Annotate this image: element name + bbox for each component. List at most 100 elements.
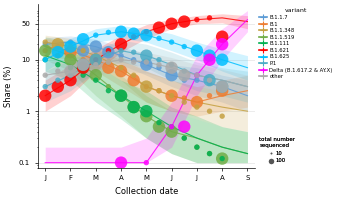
Point — [118, 30, 124, 33]
Point — [181, 96, 187, 100]
Point — [68, 51, 73, 54]
Point — [80, 49, 86, 52]
Point — [169, 74, 175, 77]
Point — [68, 45, 73, 48]
Point — [194, 49, 200, 52]
Point — [207, 79, 212, 82]
Point — [181, 136, 187, 140]
Point — [181, 136, 187, 140]
Point — [131, 106, 136, 109]
Point — [93, 79, 99, 82]
Point — [80, 49, 86, 52]
Point — [219, 89, 225, 92]
Point — [207, 16, 212, 19]
Point — [207, 152, 212, 155]
Point — [105, 31, 111, 34]
Point — [169, 63, 175, 66]
Y-axis label: Share (%): Share (%) — [4, 65, 13, 107]
Point — [169, 125, 175, 128]
Point — [80, 63, 86, 66]
Point — [55, 45, 61, 48]
Point — [181, 70, 187, 73]
Point — [93, 63, 99, 66]
Point — [131, 35, 136, 38]
Point — [80, 58, 86, 61]
Point — [131, 79, 136, 82]
Point — [42, 58, 48, 61]
Point — [143, 110, 149, 113]
Point — [105, 85, 111, 88]
Point — [207, 58, 212, 61]
Point — [156, 66, 162, 69]
Point — [42, 49, 48, 52]
Point — [219, 58, 225, 61]
Point — [156, 63, 162, 66]
Point — [80, 66, 86, 69]
Point — [181, 101, 187, 104]
Point — [131, 32, 136, 35]
Point — [55, 63, 61, 66]
Point — [105, 89, 111, 92]
Point — [219, 43, 225, 46]
Point — [156, 58, 162, 61]
Point — [131, 58, 136, 61]
Point — [105, 66, 111, 69]
Point — [80, 38, 86, 41]
Point — [118, 58, 124, 61]
Point — [118, 161, 124, 164]
Point — [42, 49, 48, 52]
Point — [118, 54, 124, 57]
Point — [169, 130, 175, 133]
Point — [194, 146, 200, 149]
Point — [207, 82, 212, 85]
Point — [219, 85, 225, 88]
Point — [143, 161, 149, 164]
Point — [55, 43, 61, 46]
Point — [156, 89, 162, 92]
Point — [156, 125, 162, 128]
Point — [105, 52, 111, 55]
Point — [169, 66, 175, 69]
Point — [118, 49, 124, 52]
Point — [68, 40, 73, 44]
Point — [181, 20, 187, 23]
Point — [68, 70, 73, 73]
Point — [105, 49, 111, 52]
Point — [219, 35, 225, 38]
Point — [219, 157, 225, 160]
Point — [194, 74, 200, 77]
Point — [156, 37, 162, 40]
Point — [169, 40, 175, 44]
Point — [131, 51, 136, 54]
Point — [219, 85, 225, 88]
Point — [169, 22, 175, 25]
Point — [80, 63, 86, 66]
Point — [219, 85, 225, 88]
Point — [55, 54, 61, 57]
Point — [143, 30, 149, 33]
Point — [55, 51, 61, 54]
Point — [194, 106, 200, 109]
Point — [105, 60, 111, 64]
Point — [156, 121, 162, 124]
Point — [131, 60, 136, 64]
Point — [207, 94, 212, 97]
Point — [207, 110, 212, 113]
Point — [118, 43, 124, 46]
Point — [143, 63, 149, 66]
Point — [118, 70, 124, 73]
Point — [143, 85, 149, 88]
Point — [156, 89, 162, 92]
Point — [169, 125, 175, 128]
Point — [181, 74, 187, 77]
Point — [143, 115, 149, 118]
Point — [207, 54, 212, 57]
Point — [93, 34, 99, 37]
Point — [143, 34, 149, 37]
Point — [42, 43, 48, 46]
Point — [80, 74, 86, 77]
Point — [68, 45, 73, 48]
Point — [68, 58, 73, 61]
Point — [80, 66, 86, 69]
Point — [143, 60, 149, 64]
